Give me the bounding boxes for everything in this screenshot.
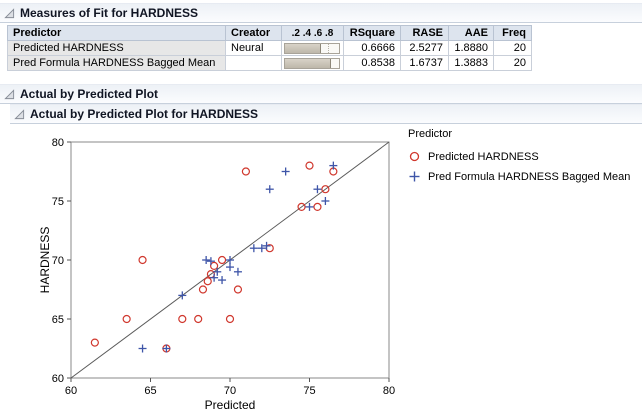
- legend-item-label: Predicted HARDNESS: [428, 150, 539, 163]
- table-row: Predicted HARDNESS Neural 0.6666 2.5277 …: [7, 40, 532, 56]
- table-header-row: Predictor Creator .2 .4 .6 .8 RSquare RA…: [7, 25, 532, 41]
- cell-freq: 20: [493, 40, 532, 56]
- cell-rsquare: 0.8538: [343, 55, 401, 71]
- plot-legend: Predictor Predicted HARDNESS Pred Formul…: [408, 128, 630, 190]
- rsquare-bar: [285, 58, 332, 68]
- cell-rase: 1.6737: [400, 55, 449, 71]
- y-tick-label: 60: [52, 373, 64, 385]
- cell-rsquare-bar: [281, 55, 344, 71]
- plus-marker-icon: [409, 171, 420, 182]
- col-header-rsquare-scale: .2 .4 .6 .8: [281, 25, 344, 41]
- scatter-point-circle[interactable]: [321, 185, 330, 194]
- actual-by-predicted-plot: HARDNESS 60 65 70 75 80 60 65 70 75 80 Predicted P…: [0, 124, 642, 416]
- panel-header-actual-by-predicted: Actual by Predicted Plot: [0, 84, 642, 104]
- scatter-point-circle[interactable]: [178, 314, 187, 324]
- col-header-rsquare: RSquare: [343, 25, 401, 41]
- disclosure-triangle-icon[interactable]: [14, 108, 25, 120]
- scatter-point-circle[interactable]: [217, 255, 227, 265]
- legend-title: Predictor: [408, 128, 453, 140]
- panel-title: Actual by Predicted Plot for HARDNESS: [30, 107, 259, 121]
- disclosure-triangle-icon[interactable]: [4, 7, 15, 19]
- col-header-aae: AAE: [448, 25, 494, 41]
- scatter-point-circle[interactable]: [203, 277, 212, 286]
- table-row: Pred Formula HARDNESS Bagged Mean 0.8538…: [7, 55, 532, 71]
- scatter-point-circle[interactable]: [198, 285, 208, 294]
- scatter-point-circle[interactable]: [233, 285, 243, 294]
- cell-predictor: Pred Formula HARDNESS Bagged Mean: [7, 55, 226, 71]
- y-tick-label: 80: [52, 137, 64, 149]
- panel-title: Measures of Fit for HARDNESS: [20, 6, 199, 20]
- x-tick-label: 70: [224, 385, 236, 397]
- legend-item-label: Pred Formula HARDNESS Bagged Mean: [428, 170, 631, 183]
- legend-item-predicted-hardness[interactable]: Predicted HARDNESS: [408, 150, 630, 163]
- y-tick-label: 70: [52, 255, 64, 267]
- col-header-creator: Creator: [225, 25, 282, 41]
- x-tick-label: 80: [383, 385, 395, 397]
- rsquare-bar: [285, 43, 321, 53]
- scatter-point-circle[interactable]: [241, 167, 250, 176]
- cell-rsquare-bar: [281, 40, 344, 56]
- x-tick-label: 75: [303, 385, 315, 397]
- cell-creator: [225, 55, 282, 71]
- scatter-point-circle[interactable]: [297, 202, 306, 212]
- cell-predictor: Predicted HARDNESS: [7, 40, 226, 56]
- panel-title: Actual by Predicted Plot: [20, 87, 159, 101]
- x-axis-label: Predicted: [205, 398, 256, 412]
- rsquare-bar-chart: [284, 57, 340, 69]
- panel-header-measures-of-fit: Measures of Fit for HARDNESS: [0, 3, 642, 23]
- measures-of-fit-table: Predictor Creator .2 .4 .6 .8 RSquare RA…: [7, 25, 532, 71]
- scatter-point-circle[interactable]: [313, 202, 322, 212]
- scatter-point-circle[interactable]: [194, 314, 203, 324]
- scatter-point-circle[interactable]: [305, 161, 314, 170]
- x-tick-label: 60: [65, 385, 77, 397]
- scatter-point-circle[interactable]: [225, 314, 235, 324]
- col-header-predictor: Predictor: [7, 25, 226, 41]
- disclosure-triangle-icon[interactable]: [4, 88, 15, 100]
- scatter-plot-canvas[interactable]: 60 65 70 75 80 60 65 70 75 80 Predicted: [36, 128, 416, 416]
- cell-aae: 1.3883: [448, 55, 494, 71]
- cell-rase: 2.5277: [400, 40, 449, 56]
- scatter-point-circle[interactable]: [138, 255, 147, 265]
- cell-aae: 1.8880: [448, 40, 494, 56]
- rsquare-bar-chart: [284, 42, 340, 54]
- y-tick-label: 65: [52, 314, 64, 326]
- x-tick-label: 65: [144, 385, 156, 397]
- cell-rsquare: 0.6666: [343, 40, 401, 56]
- y-tick-label: 75: [52, 196, 64, 208]
- cell-creator: Neural: [225, 40, 282, 56]
- col-header-rase: RASE: [400, 25, 449, 41]
- scatter-point-circle[interactable]: [90, 338, 99, 347]
- col-header-freq: Freq: [493, 25, 532, 41]
- panel-header-actual-by-predicted-hardness: Actual by Predicted Plot for HARDNESS: [10, 104, 642, 124]
- legend-item-pred-formula-bagged-mean[interactable]: Pred Formula HARDNESS Bagged Mean: [408, 170, 630, 183]
- scatter-point-circle[interactable]: [122, 314, 131, 324]
- scatter-point-circle[interactable]: [210, 261, 219, 270]
- circle-marker-icon: [409, 151, 420, 162]
- cell-freq: 20: [493, 55, 532, 71]
